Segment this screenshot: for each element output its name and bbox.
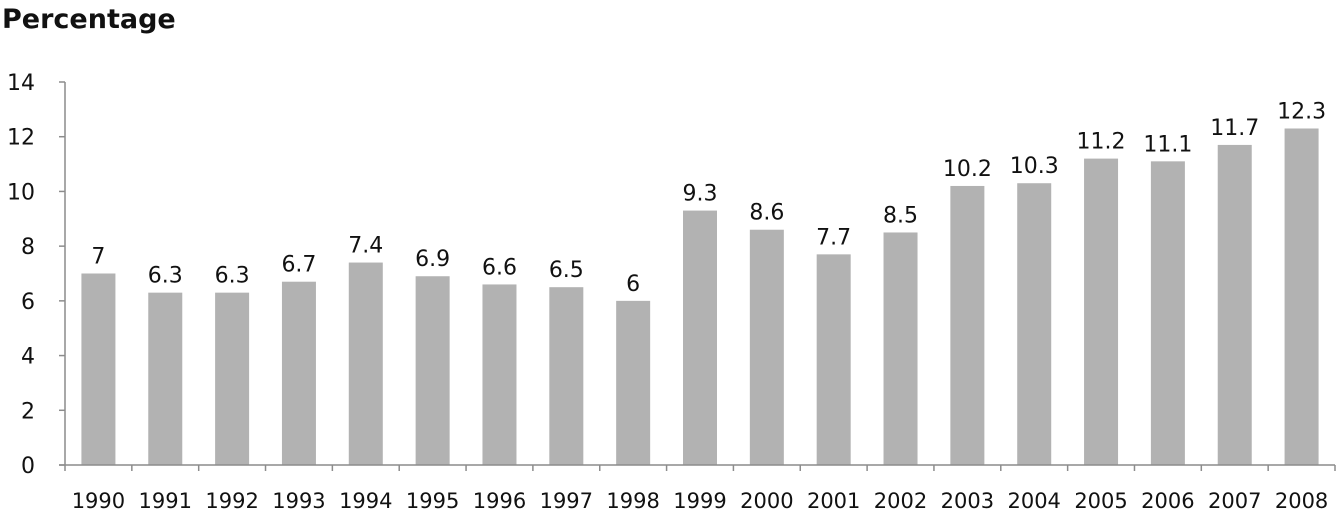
bar: [749, 229, 784, 465]
data-label: 6.9: [415, 247, 450, 272]
category-label: 2003: [941, 489, 994, 513]
data-label: 7.4: [348, 234, 383, 259]
bar: [215, 292, 250, 465]
category-label: 1990: [72, 489, 125, 513]
y-tick-label: 2: [21, 399, 35, 424]
bar: [616, 300, 651, 465]
bar: [683, 210, 717, 465]
bar: [1284, 128, 1319, 465]
bar: [415, 276, 450, 465]
y-axis-ticks: 0 2 4 6 8 10 12 14: [7, 71, 65, 479]
bar: [281, 281, 316, 465]
data-label: 6.7: [281, 253, 316, 278]
data-label: 7: [91, 245, 105, 270]
bar: [950, 185, 985, 465]
data-label: 6.5: [549, 258, 584, 283]
data-label: 10.3: [1010, 154, 1059, 179]
bar: [482, 284, 517, 465]
category-label: 2004: [1007, 489, 1060, 513]
data-label: 12.3: [1277, 100, 1326, 125]
category-label: 2001: [807, 489, 860, 513]
category-label: 2002: [874, 489, 927, 513]
y-tick-label: 4: [21, 345, 35, 370]
data-label: 10.2: [943, 157, 992, 182]
data-label: 11.7: [1210, 116, 1259, 141]
data-labels: 7 6.3 6.3 6.7 7.4 6.9 6.6 6.5 6 9.3 8.6 7.7 8.5 10.2 1…: [91, 100, 1326, 297]
data-label: 11.2: [1077, 130, 1126, 155]
category-labels: 1990 1991 1992 1993 1994 1995 1996 1997 1998 1999…: [72, 489, 1329, 513]
y-tick-label: 8: [21, 235, 35, 260]
data-label: 7.7: [816, 225, 851, 250]
category-label: 1998: [606, 489, 659, 513]
bar: [348, 262, 383, 465]
bar: [1217, 144, 1252, 465]
category-label: 2006: [1141, 489, 1194, 513]
category-label: 1992: [205, 489, 258, 513]
y-tick-label: 10: [7, 180, 35, 205]
category-label: 2005: [1074, 489, 1127, 513]
bar: [148, 292, 183, 465]
category-label: 2007: [1208, 489, 1261, 513]
y-tick-label: 6: [21, 290, 35, 315]
x-axis-ticks: [64, 465, 1336, 471]
category-label: 1996: [473, 489, 526, 513]
data-label: 9.3: [683, 182, 718, 207]
chart-title: Percentage: [2, 4, 176, 35]
data-label: 8.5: [883, 203, 918, 228]
data-label: 6.3: [215, 264, 250, 289]
bar: [883, 232, 918, 465]
bars: [81, 128, 1319, 466]
y-tick-label: 0: [21, 454, 35, 479]
data-label: 6.3: [148, 264, 183, 289]
data-label: 8.6: [749, 201, 784, 226]
category-label: 2000: [740, 489, 793, 513]
y-tick-label: 12: [7, 126, 35, 151]
bar: [81, 273, 116, 465]
axes: [59, 82, 1335, 466]
data-label: 11.1: [1143, 132, 1192, 157]
bar: [549, 287, 584, 465]
category-label: 1993: [272, 489, 325, 513]
data-label: 6: [626, 272, 640, 297]
data-label: 6.6: [482, 255, 517, 280]
category-label: 2008: [1275, 489, 1328, 513]
category-label: 1995: [406, 489, 459, 513]
bar: [1150, 161, 1185, 466]
category-label: 1991: [139, 489, 192, 513]
y-tick-label: 14: [7, 71, 35, 96]
category-label: 1997: [540, 489, 593, 513]
category-label: 1999: [673, 489, 726, 513]
bar: [1017, 183, 1052, 465]
bar: [1084, 158, 1119, 465]
bar: [816, 254, 851, 465]
category-label: 1994: [339, 489, 392, 513]
